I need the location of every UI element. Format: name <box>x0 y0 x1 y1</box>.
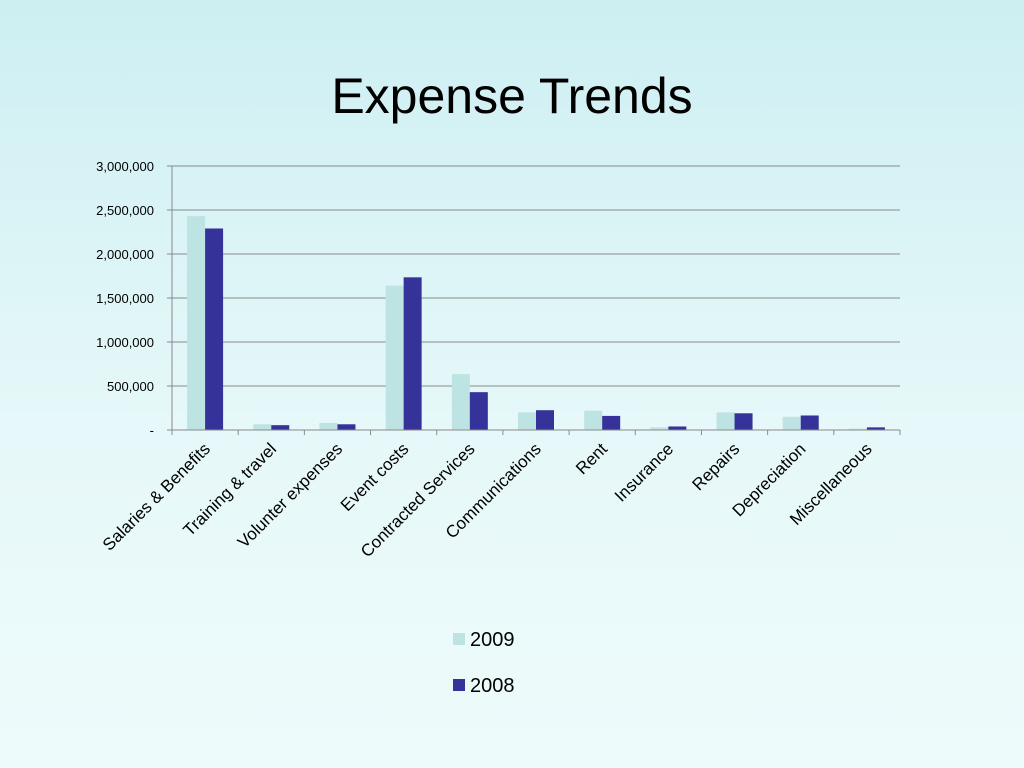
x-category-label: Salaries & Benefits <box>99 439 214 554</box>
bar-2008-9 <box>800 415 819 430</box>
bar-2008-8 <box>734 413 753 430</box>
y-tick-labels: - 500,000 1,000,000 1,500,000 2,000,000 2,500… <box>96 159 154 438</box>
y-tick-label: 2,000,000 <box>96 247 154 262</box>
bar-2009-3 <box>385 285 404 430</box>
bar-2009-1 <box>253 424 272 430</box>
bar-2008-6 <box>602 415 621 430</box>
bar-2008-2 <box>337 424 356 430</box>
bar-2008-4 <box>469 392 488 430</box>
bar-2008-3 <box>403 277 422 430</box>
x-category-label: Insurance <box>611 439 677 505</box>
legend-swatch-2008 <box>453 679 465 691</box>
bar-2009-0 <box>187 216 206 430</box>
y-tick-label: 500,000 <box>107 379 154 394</box>
bar-2009-8 <box>716 412 735 430</box>
bar-2009-4 <box>451 374 470 430</box>
bars <box>187 216 885 430</box>
y-tick-label: - <box>150 423 154 438</box>
bar-2008-10 <box>866 427 885 430</box>
legend-swatch-2009 <box>453 633 465 645</box>
y-tick-label: 1,500,000 <box>96 291 154 306</box>
axes <box>167 165 901 435</box>
gridlines <box>172 165 900 387</box>
bar-2009-10 <box>848 428 867 430</box>
legend: 2009 2008 <box>453 629 515 697</box>
bar-2009-2 <box>319 422 338 430</box>
y-tick-label: 3,000,000 <box>96 159 154 174</box>
bar-2008-1 <box>271 425 290 430</box>
bar-2008-5 <box>536 410 554 430</box>
x-category-label: Contracted Services <box>357 439 479 561</box>
legend-label-2008: 2008 <box>470 675 515 697</box>
bar-2009-9 <box>782 416 801 430</box>
y-tick-label: 1,000,000 <box>96 335 154 350</box>
y-tick-label: 2,500,000 <box>96 203 154 218</box>
slide-title: Expense Trends <box>331 68 693 124</box>
bar-2008-0 <box>205 228 224 430</box>
bar-2009-7 <box>650 427 669 430</box>
x-category-label: Repairs <box>689 439 744 494</box>
legend-label-2009: 2009 <box>470 629 515 651</box>
bar-2008-7 <box>668 426 687 430</box>
x-category-label: Rent <box>572 439 611 478</box>
bar-2009-6 <box>584 410 603 430</box>
bar-2009-5 <box>518 412 536 430</box>
